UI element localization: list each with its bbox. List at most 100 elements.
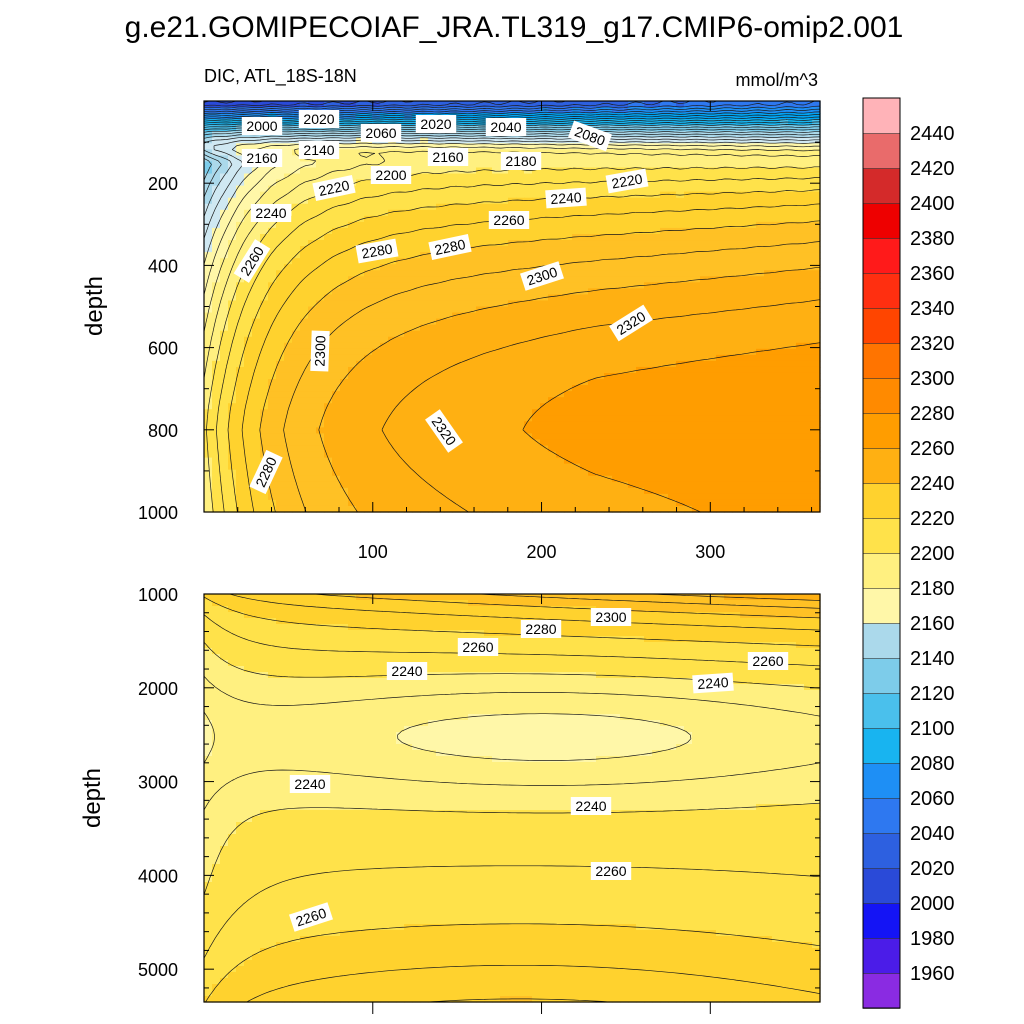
field-cell <box>708 215 717 223</box>
field-cell <box>676 391 685 398</box>
field-cell <box>684 360 693 368</box>
field-cell <box>476 306 485 314</box>
field-cell <box>228 348 237 356</box>
field-cell <box>556 101 565 108</box>
field-cell <box>292 276 301 283</box>
field-cell <box>756 300 765 308</box>
field-cell <box>348 215 357 223</box>
field-cell <box>268 397 277 404</box>
field-cell <box>260 107 269 114</box>
field-cell <box>332 246 341 253</box>
field-cell <box>292 348 301 356</box>
field-cell <box>444 227 453 235</box>
field-cell <box>772 185 781 193</box>
field-cell <box>516 288 525 296</box>
field-cell <box>556 173 565 181</box>
field-cell <box>436 439 445 447</box>
field-cell <box>236 427 245 435</box>
field-cell <box>388 107 397 114</box>
field-cell <box>692 282 701 289</box>
field-cell <box>308 173 317 181</box>
field-cell <box>684 433 693 441</box>
field-cell <box>708 306 717 314</box>
field-cell <box>780 221 789 229</box>
field-cell <box>772 294 781 302</box>
field-cell <box>620 203 629 211</box>
field-cell <box>468 215 477 223</box>
field-cell <box>404 433 413 441</box>
field-cell <box>716 415 725 422</box>
field-cell <box>812 125 821 132</box>
field-cell <box>548 246 557 253</box>
field-cell <box>796 324 805 332</box>
field-cell <box>580 240 589 247</box>
field-cell <box>244 403 253 410</box>
field-cell <box>612 336 621 344</box>
field-cell <box>324 233 333 241</box>
field-cell <box>276 191 285 199</box>
field-cell <box>804 221 813 229</box>
field-cell <box>580 306 589 314</box>
field-cell <box>292 119 301 126</box>
field-cell <box>284 421 293 428</box>
field-cell <box>804 312 813 320</box>
field-cell <box>500 101 509 108</box>
field-cell <box>228 227 237 235</box>
field-cell <box>772 191 781 199</box>
field-cell <box>308 391 317 398</box>
field-cell <box>228 475 237 483</box>
field-cell <box>420 451 429 459</box>
field-cell <box>444 197 453 205</box>
field-cell <box>740 167 749 175</box>
field-cell <box>476 246 485 253</box>
field-cell <box>620 119 629 126</box>
field-cell <box>740 403 749 410</box>
field-cell <box>276 227 285 235</box>
field-cell <box>436 288 445 296</box>
field-cell <box>724 101 733 108</box>
field-cell <box>340 240 349 247</box>
field-cell <box>220 342 229 350</box>
field-cell <box>572 324 581 332</box>
field-cell <box>420 306 429 314</box>
field-cell <box>380 415 389 422</box>
field-cell <box>684 385 693 392</box>
field-cell <box>676 167 685 175</box>
field-cell <box>652 330 661 338</box>
field-cell <box>692 101 701 108</box>
field-cell <box>644 385 653 392</box>
field-cell <box>444 463 453 471</box>
field-cell <box>588 113 597 120</box>
field-cell <box>700 119 709 126</box>
field-cell <box>740 397 749 404</box>
field-cell <box>524 421 533 428</box>
field-cell <box>452 427 461 435</box>
field-cell <box>788 173 797 181</box>
field-cell <box>780 143 789 150</box>
field-cell <box>372 475 381 483</box>
field-cell <box>620 403 629 410</box>
field-cell <box>628 439 637 447</box>
field-cell <box>660 107 669 114</box>
field-cell <box>652 173 661 181</box>
field-cell <box>300 397 309 404</box>
field-cell <box>204 433 213 441</box>
field-cell <box>276 167 285 175</box>
field-cell <box>572 379 581 386</box>
field-cell <box>284 276 293 283</box>
field-cell <box>268 306 277 314</box>
field-cell <box>516 354 525 362</box>
field-cell <box>668 149 677 156</box>
field-cell <box>388 276 397 283</box>
field-cell <box>740 227 749 235</box>
field-cell <box>236 306 245 314</box>
field-cell <box>812 101 821 108</box>
field-cell <box>620 264 629 271</box>
field-cell <box>580 221 589 229</box>
field-cell <box>212 240 221 247</box>
field-cell <box>372 288 381 296</box>
field-cell <box>532 354 541 362</box>
field-cell <box>756 221 765 229</box>
field-cell <box>412 336 421 344</box>
field-cell <box>788 379 797 386</box>
